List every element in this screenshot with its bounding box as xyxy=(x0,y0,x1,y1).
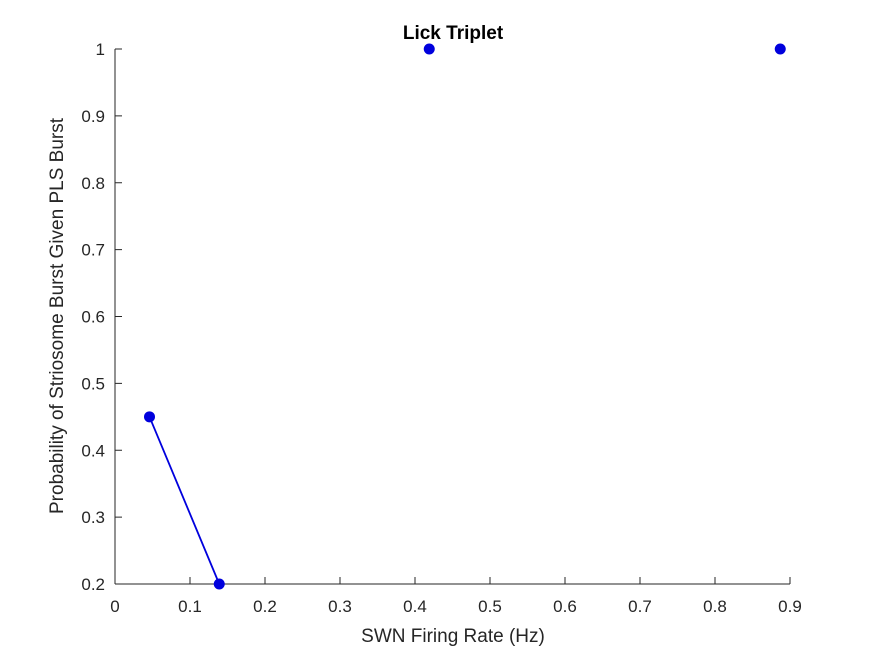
y-tick-label: 0.3 xyxy=(81,508,105,527)
x-tick-label: 0.3 xyxy=(328,597,352,616)
x-tick-label: 0.9 xyxy=(778,597,802,616)
y-tick-label: 0.4 xyxy=(81,441,105,460)
y-tick-label: 0.2 xyxy=(81,575,105,594)
data-point xyxy=(213,578,225,590)
data-point xyxy=(423,43,435,55)
y-tick-label: 1 xyxy=(96,40,105,59)
x-tick-label: 0.7 xyxy=(628,597,652,616)
x-axis-ticks: 0 0.1 0.2 0.3 0.4 0.5 0.6 0.7 0.8 0.9 xyxy=(110,577,802,616)
chart-title: Lick Triplet xyxy=(403,23,504,44)
x-tick-label: 0.8 xyxy=(703,597,727,616)
plot-axes xyxy=(114,49,790,585)
x-axis-label: SWN Firing Rate (Hz) xyxy=(361,626,545,647)
x-tick-label: 0.6 xyxy=(553,597,577,616)
y-tick-label: 0.7 xyxy=(81,241,105,260)
x-tick-label: 0.5 xyxy=(478,597,502,616)
data-series xyxy=(144,43,786,590)
y-tick-label: 0.5 xyxy=(81,374,105,393)
y-axis-label: Probability of Striosome Burst Given PLS… xyxy=(47,117,68,514)
y-tick-label: 0.6 xyxy=(81,308,105,327)
x-tick-label: 0.2 xyxy=(253,597,277,616)
data-point xyxy=(144,411,155,423)
x-tick-label: 0.1 xyxy=(178,597,202,616)
data-point xyxy=(774,43,786,55)
series-line-segment xyxy=(148,416,221,585)
x-tick-label: 0 xyxy=(110,597,119,616)
y-tick-label: 0.9 xyxy=(81,107,105,126)
y-tick-label: 0.8 xyxy=(81,174,105,193)
y-axis-ticks: 0.2 0.3 0.4 0.5 0.6 0.7 0.8 0.9 1 xyxy=(81,40,122,594)
x-tick-label: 0.4 xyxy=(403,597,427,616)
